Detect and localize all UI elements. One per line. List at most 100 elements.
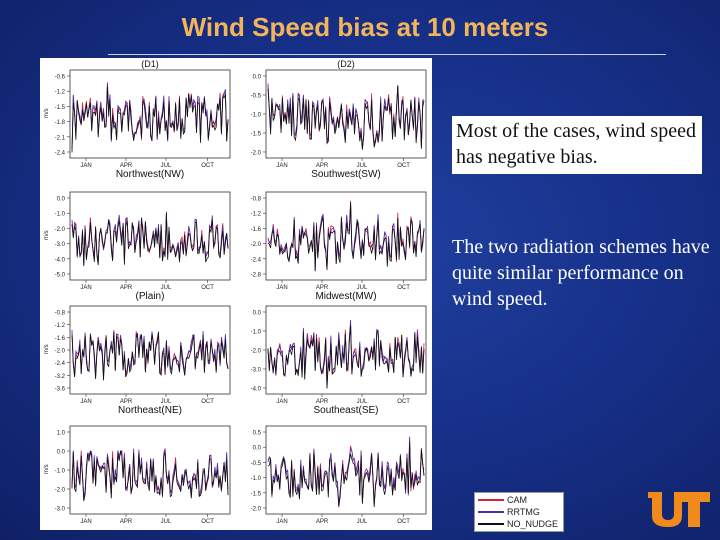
y-tick-label: -1.5 [55,105,66,111]
bullet-radiation-schemes: The two radiation schemes have quite sim… [452,236,710,310]
bullet1-background [452,116,702,174]
x-tick-label: OCT [397,519,410,525]
y-tick-label: -2.8 [251,273,262,279]
y-tick-label: 0.0 [57,450,66,456]
y-tick-label: -5.0 [55,273,66,279]
y-tick-label: -2.1 [55,135,66,141]
y-tick-label: 0.0 [253,75,262,81]
y-tick-label: -1.5 [251,491,262,497]
panel-4: -0.8 -1.2 -1.6 -2.0 -2.4 -2.8 JAN APR JUL OCT Midw… [251,191,427,302]
series-line-no_nudge [71,213,229,266]
series-line-no_nudge [71,331,229,381]
series-line-no_nudge [267,85,425,150]
panel-frame [265,425,427,515]
y-tick-label: -1.5 [251,132,262,138]
panel-title: (D2) [337,59,355,69]
x-tick-label: JAN [80,285,91,291]
y-axis-label: m/s [44,108,50,118]
x-tick-label: OCT [201,519,214,525]
title-divider [108,54,666,55]
legend-label-cam: CAM [507,494,527,505]
y-tick-label: -0.8 [55,311,66,317]
x-tick-label: JUL [357,163,368,169]
panel-region-label: Midwest(MW) [315,291,376,302]
x-tick-label: OCT [201,285,214,291]
x-tick-label: JUL [357,285,368,291]
x-tick-label: JAN [80,163,91,169]
y-tick-label: -2.0 [55,227,66,233]
y-tick-label: -2.0 [251,151,262,157]
y-tick-label: -4.0 [251,387,262,393]
y-tick-label: -2.0 [251,349,262,355]
x-tick-label: OCT [397,163,410,169]
legend-label-rrtmg: RRTMG [507,506,540,517]
x-tick-label: OCT [201,399,214,405]
y-tick-label: -2.4 [55,361,66,367]
y-tick-label: -4.0 [55,257,66,263]
y-tick-label: -1.2 [251,212,262,218]
y-tick-label: 0.5 [253,431,262,437]
y-tick-label: -3.0 [55,242,66,248]
series-line-no_nudge [267,441,425,508]
panel-5: -0.8 -1.2 -1.6 -2.0 -2.4 -3.2 -3.6 m/s JAN APR JUL… [44,305,231,416]
y-tick-label: 1.0 [57,431,66,437]
panel-title: (D1) [141,59,159,69]
y-tick-label: 0.0 [57,197,66,203]
series-line-no_nudge [71,86,229,153]
panel-1: (D1) -0.6 -1.2 -1.5 -1.8 -2.1 -2.4 m/s JAN APR JUL… [44,59,231,180]
panels-svg: (D1) -0.6 -1.2 -1.5 -1.8 -2.1 -2.4 m/s JAN APR JUL… [44,59,427,525]
bullet-negative-bias: Most of the cases, wind speed has negati… [456,120,696,168]
y-tick-label: -1.0 [55,469,66,475]
x-tick-label: JUL [161,399,172,405]
legend-swatch-rrtmg [478,510,504,513]
x-tick-label: APR [120,285,133,291]
panel-2: (D2) 0.0 -0.5 -1.0 -1.5 -2.0 JAN APR JUL OCT South… [251,59,427,180]
y-tick-label: 0.0 [253,446,262,452]
y-tick-label: -1.2 [55,90,66,96]
y-tick-label: -2.4 [55,151,66,157]
x-tick-label: OCT [397,285,410,291]
slide-title: Wind Speed bias at 10 meters [181,12,549,42]
y-axis-label: m/s [44,344,50,354]
x-tick-label: APR [316,285,329,291]
panel-3: 0.0 -1.0 -2.0 -3.0 -4.0 -5.0 m/s JAN APR JUL OCT (P… [44,191,231,302]
ut-logo-icon [648,492,710,527]
y-tick-label: -0.5 [251,461,262,467]
x-tick-label: OCT [397,399,410,405]
x-tick-label: JAN [80,399,91,405]
y-tick-label: -3.0 [55,507,66,513]
panel-region-label: (Plain) [136,291,165,302]
y-tick-label: -3.0 [251,368,262,374]
legend: CAM RRTMG NO_NUDGE [474,492,564,532]
x-tick-label: OCT [201,163,214,169]
y-axis-label: m/s [44,464,50,474]
legend-item-rrtmg: RRTMG [478,506,540,517]
series-line-no_nudge [71,450,229,502]
x-tick-label: JAN [276,399,287,405]
panel-frame [69,191,231,281]
x-tick-label: APR [120,519,133,525]
y-tick-label: -1.0 [251,113,262,119]
x-tick-label: JUL [357,399,368,405]
y-tick-label: 0.0 [253,311,262,317]
panel-region-label: Northeast(NE) [118,405,182,416]
x-tick-label: APR [120,399,133,405]
y-tick-label: -0.6 [55,75,66,81]
panel-region-label: Southeast(SE) [313,405,378,416]
y-tick-label: -0.8 [251,197,262,203]
x-tick-label: JUL [161,163,172,169]
y-tick-label: -1.2 [55,323,66,329]
x-tick-label: APR [120,163,133,169]
y-tick-label: -1.6 [55,336,66,342]
y-tick-label: -2.0 [55,349,66,355]
x-tick-label: APR [316,163,329,169]
x-tick-label: JUL [357,519,368,525]
y-tick-label: -0.5 [251,94,262,100]
y-tick-label: -1.0 [251,330,262,336]
wind-bias-figure: (D1) -0.6 -1.2 -1.5 -1.8 -2.1 -2.4 m/s JAN APR JUL… [40,58,432,530]
panel-7: 1.0 0.0 -1.0 -2.0 -3.0 m/s JAN APR JUL OCT [44,425,231,525]
x-tick-label: JAN [276,519,287,525]
x-tick-label: JAN [276,285,287,291]
y-axis-label: m/s [44,230,50,240]
y-tick-label: -1.0 [55,212,66,218]
